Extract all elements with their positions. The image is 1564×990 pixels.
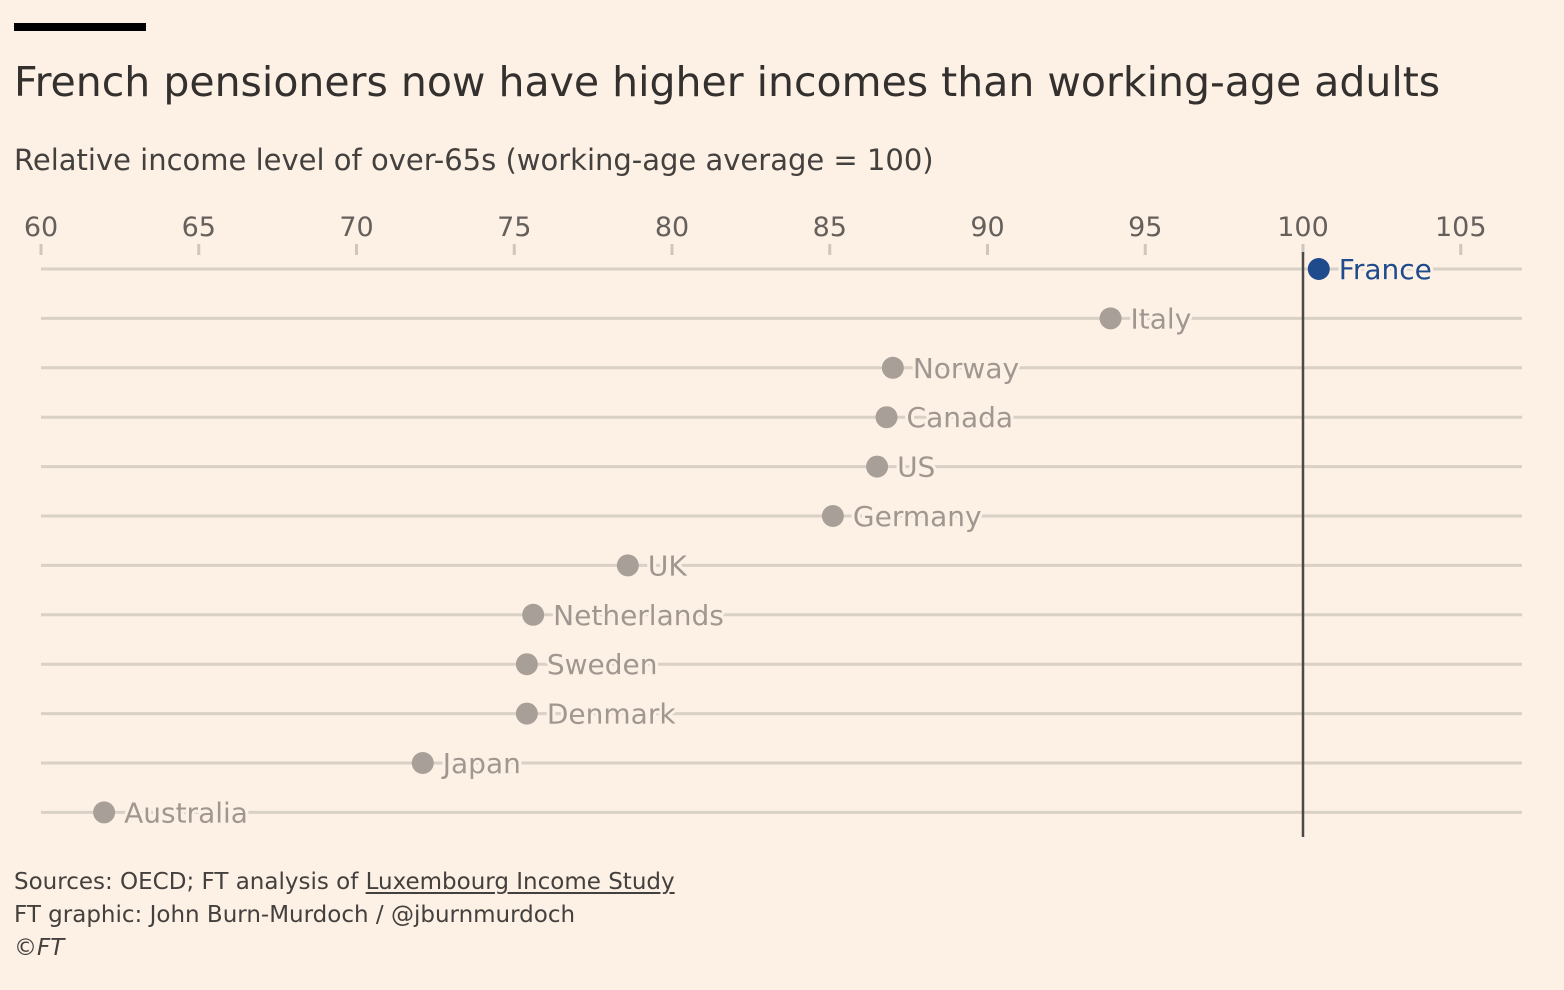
chart-title: French pensioners now have higher income… xyxy=(14,58,1441,106)
dot-france xyxy=(1307,258,1330,280)
row-gridlines xyxy=(41,267,1522,814)
dot-canada xyxy=(875,406,898,429)
dot-germany xyxy=(821,505,844,527)
tick-label-105: 105 xyxy=(1435,212,1487,243)
label-netherlands: Netherlands xyxy=(553,599,724,632)
tick-label-65: 65 xyxy=(182,212,216,243)
label-denmark: Denmark xyxy=(547,698,676,731)
x-axis-ticks: 60 65 70 75 80 85 90 95 100 105 xyxy=(24,212,1487,255)
label-australia: Australia xyxy=(124,796,248,829)
tick-label-95: 95 xyxy=(1128,212,1162,243)
label-us: US xyxy=(897,451,935,484)
label-france: France xyxy=(1339,253,1432,286)
dot-denmark xyxy=(515,702,538,725)
copyright: ©FT xyxy=(14,935,65,961)
label-italy: Italy xyxy=(1131,302,1192,335)
label-canada: Canada xyxy=(907,401,1014,434)
label-uk: UK xyxy=(648,549,687,582)
tick-label-75: 75 xyxy=(497,212,531,243)
dot-netherlands xyxy=(522,603,545,626)
tick-label-85: 85 xyxy=(813,212,847,243)
tick-label-70: 70 xyxy=(339,212,373,243)
tick-label-60: 60 xyxy=(24,212,58,243)
chart-subtitle: Relative income level of over-65s (worki… xyxy=(14,143,934,177)
dot-sweden xyxy=(515,653,538,676)
footer: Sources: OECD; FT analysis of Luxembourg… xyxy=(14,866,675,965)
credit-line: FT graphic: John Burn-Murdoch / @jburnmu… xyxy=(14,902,576,928)
tick-label-100: 100 xyxy=(1277,212,1329,243)
label-japan: Japan xyxy=(441,747,521,780)
label-sweden: Sweden xyxy=(547,648,658,681)
dot-italy xyxy=(1099,307,1122,330)
luxembourg-income-study-link[interactable]: Luxembourg Income Study xyxy=(365,869,675,895)
sources-line: Sources: OECD; FT analysis of Luxembourg… xyxy=(14,866,675,899)
label-germany: Germany xyxy=(853,500,982,533)
dot-us xyxy=(866,455,889,478)
data-points: France Italy Norway Canada US Germany UK Nether… xyxy=(93,250,1435,832)
dot-japan xyxy=(411,752,434,774)
ft-accent-bar xyxy=(14,23,146,31)
dot-australia xyxy=(93,801,116,824)
dot-norway xyxy=(881,356,904,379)
dot-uk xyxy=(616,554,639,577)
tick-label-80: 80 xyxy=(655,212,689,243)
label-norway: Norway xyxy=(913,352,1019,385)
sources-text: Sources: OECD; FT analysis of xyxy=(14,869,366,895)
dot-chart: 60 65 70 75 80 85 90 95 100 105 France Italy Norway… xyxy=(24,212,1522,837)
tick-label-90: 90 xyxy=(970,212,1004,243)
